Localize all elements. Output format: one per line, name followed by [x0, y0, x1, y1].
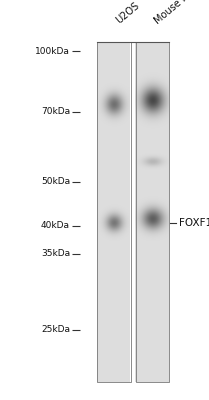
Bar — [97, 42, 131, 382]
Text: U2OS: U2OS — [114, 1, 141, 26]
Text: 40kDa: 40kDa — [41, 222, 70, 230]
Text: FOXF1: FOXF1 — [179, 218, 209, 228]
Text: 25kDa: 25kDa — [41, 326, 70, 334]
Bar — [136, 42, 169, 382]
Text: 50kDa: 50kDa — [41, 178, 70, 186]
Text: 35kDa: 35kDa — [41, 250, 70, 258]
Text: 100kDa: 100kDa — [35, 47, 70, 56]
Text: 70kDa: 70kDa — [41, 108, 70, 116]
Text: Mouse lung: Mouse lung — [153, 0, 202, 26]
